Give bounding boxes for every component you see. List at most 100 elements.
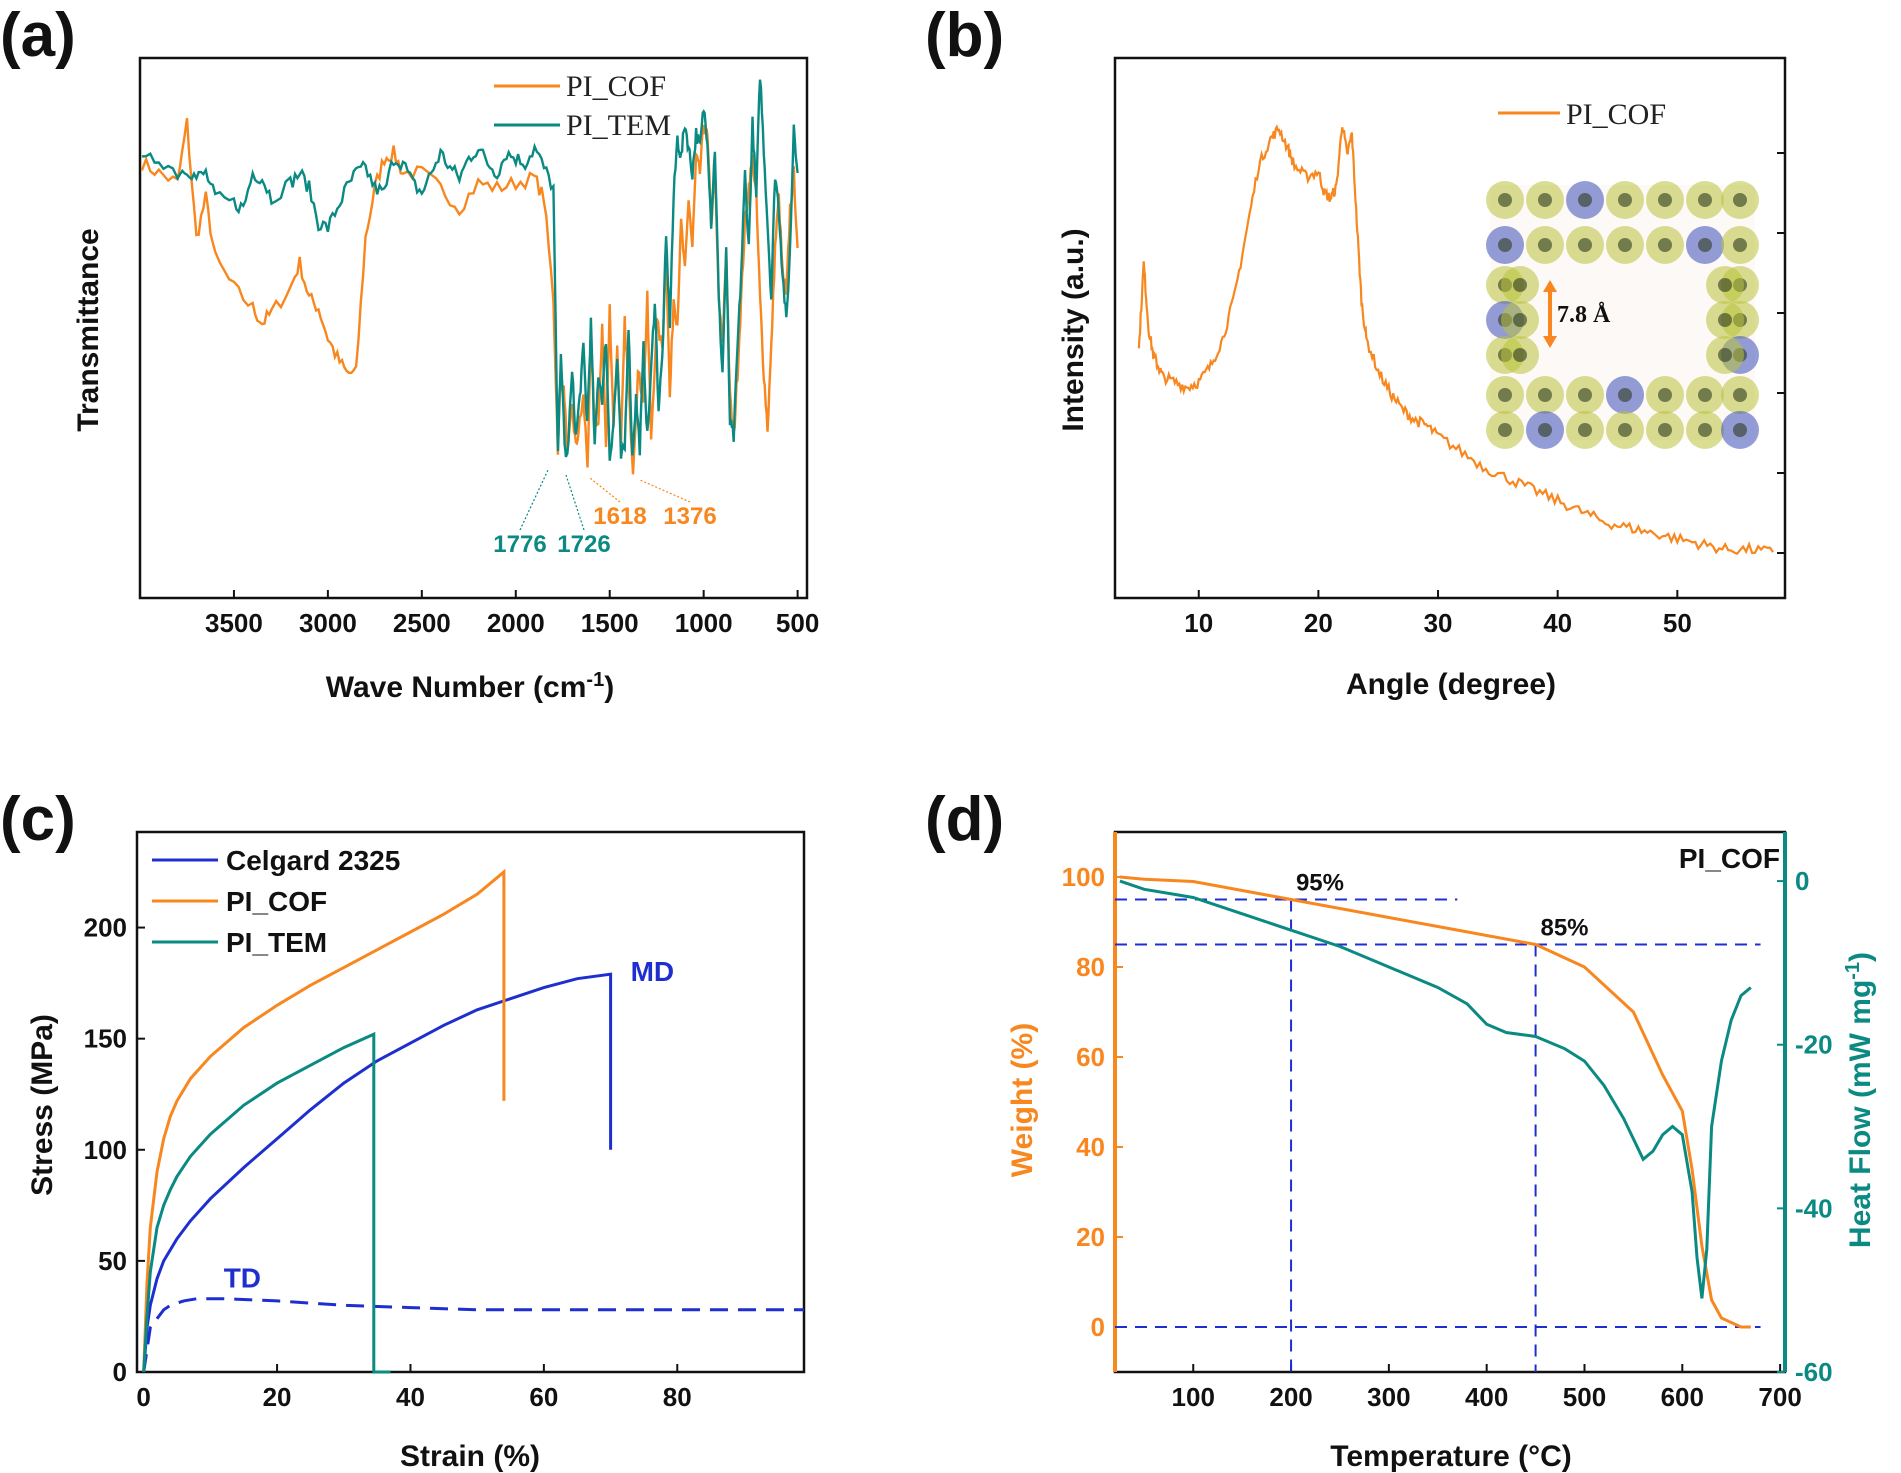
panel-d-left-y-tick-label: 60: [1076, 1042, 1105, 1072]
legend-label-pi-cof: PI_COF: [566, 70, 666, 103]
panel-label-c: (c): [0, 785, 76, 854]
framework-atom: [1578, 388, 1592, 402]
annotation-leader-1376: [639, 479, 691, 503]
panel-b-x-tick-label: 20: [1304, 608, 1333, 638]
panel-d-right-y-tick-label: -40: [1795, 1193, 1833, 1223]
arrow-head-up: [1543, 280, 1557, 292]
framework-atom: [1618, 423, 1632, 437]
panel-a-x-tick-label: 500: [776, 608, 819, 638]
series-line-celgard-2325: [142, 972, 613, 1373]
cof-pore-framework-image: [1486, 181, 1759, 449]
panel-c-x-tick-label: 0: [136, 1382, 150, 1412]
panel-c-y-tick-label: 150: [84, 1024, 127, 1054]
framework-atom: [1618, 388, 1632, 402]
framework-atom: [1733, 388, 1747, 402]
arrow-head-down: [1543, 336, 1557, 348]
panel-c-legend: Celgard 2325 PI_COF PI_TEM: [152, 845, 400, 958]
panel-a-x-tick-label: 1500: [581, 608, 639, 638]
panel-d-x-tick-label: 100: [1172, 1382, 1215, 1412]
panel-d-right-y-tick-label: 0: [1795, 866, 1809, 896]
annotation-leader-1618: [589, 477, 621, 503]
panel-c-x-tick-label: 40: [396, 1382, 425, 1412]
panel-c-y-tick-label: 200: [84, 913, 127, 943]
series-line-pi-cof: [140, 118, 799, 475]
framework-atom: [1658, 238, 1672, 252]
panel-b-x-tick-label: 10: [1184, 608, 1213, 638]
framework-atom: [1618, 193, 1632, 207]
panel-d-tga: 100 200 300 400 500 600 700 0 20 40 60 80 100 0 -20 -40…: [1006, 830, 1877, 1473]
framework-atom: [1658, 388, 1672, 402]
framework-atom: [1538, 193, 1552, 207]
framework-atom: [1718, 348, 1732, 362]
panel-b-x-tick-label: 30: [1424, 608, 1453, 638]
annotation-1776: 1776: [493, 531, 546, 558]
panel-d-x-tick-label: 500: [1563, 1382, 1606, 1412]
panel-a-y-axis-title: Transmittance: [72, 228, 105, 431]
framework-atom: [1513, 313, 1527, 327]
series-line-pi-cof: [142, 868, 506, 1373]
panel-c-x-tick-label: 80: [663, 1382, 692, 1412]
panel-d-x-tick-label: 200: [1269, 1382, 1312, 1412]
panel-c-annotations: MD TD: [224, 956, 674, 1294]
panel-a-legend: PI_COF PI_TEM: [494, 70, 671, 142]
legend-label-pi-tem: PI_TEM: [566, 109, 671, 142]
annotation-1618: 1618: [593, 503, 646, 530]
panel-b-y-axis-title: Intensity (a.u.): [1057, 228, 1090, 431]
panel-b-x-tick-label: 50: [1663, 608, 1692, 638]
framework-atom: [1658, 193, 1672, 207]
panel-b-x-axis-title: Angle (degree): [1346, 668, 1556, 701]
framework-atom: [1698, 193, 1712, 207]
panel-a-series: [140, 79, 799, 475]
framework-atom: [1498, 388, 1512, 402]
panel-c-x-tick-label: 60: [529, 1382, 558, 1412]
panel-d-x-tick-label: 400: [1465, 1382, 1508, 1412]
framework-atom: [1513, 278, 1527, 292]
annotation-1726: 1726: [557, 531, 610, 558]
framework-atom: [1698, 238, 1712, 252]
panel-d-series: [1119, 875, 1752, 1329]
annotation-85-percent: 85%: [1540, 915, 1588, 942]
cof-structure-inset: 7.8 Å: [1486, 181, 1759, 449]
panel-b-right-ticks: [1777, 152, 1785, 554]
series-line-weight: [1119, 875, 1751, 1329]
series-line-pi-cof-xrd: [1137, 124, 1774, 556]
panel-a-plot-area: [138, 56, 809, 600]
panel-d-ticks: 100 200 300 400 500 600 700 0 20 40 60 80 100 0 -20 -40…: [1062, 862, 1833, 1412]
panel-d-x-axis-title: Temperature (°C): [1330, 1440, 1571, 1473]
legend-label-pi-tem-c: PI_TEM: [226, 927, 327, 958]
panel-d-x-tick-label: 300: [1367, 1382, 1410, 1412]
panel-d-plot-area: [1113, 830, 1787, 1374]
panel-a-x-tick-label: 1000: [675, 608, 733, 638]
panel-a-x-tick-label: 2000: [487, 608, 545, 638]
panel-a-ftir: 3500 3000 2500 2000 1500 1000 500 1776 17261618…: [72, 56, 819, 704]
framework-atom: [1498, 193, 1512, 207]
panel-c-ticks: 0 20 40 60 80 0 50 100 150 200: [84, 913, 692, 1412]
series-line-heat-flow: [1119, 879, 1752, 1299]
panel-d-right-y-tick-label: -20: [1795, 1030, 1833, 1060]
panel-d-annotations: 95% 85%: [1296, 870, 1589, 942]
annotation-md: MD: [631, 956, 675, 987]
panel-d-left-y-tick-label: 80: [1076, 952, 1105, 982]
panel-c-plot-area: [135, 830, 806, 1374]
panel-d-x-tick-label: 600: [1661, 1382, 1704, 1412]
panel-d-left-y-tick-label: 40: [1076, 1132, 1105, 1162]
panel-d-left-y-axis-title: Weight (%): [1006, 1023, 1039, 1177]
framework-atom: [1578, 238, 1592, 252]
annotation-95-percent: 95%: [1296, 870, 1344, 897]
series-line-pi-tem: [142, 1031, 391, 1374]
panel-c-y-axis-title: Stress (MPa): [26, 1014, 59, 1196]
panel-c-y-tick-label: 0: [113, 1357, 127, 1387]
panel-d-right-y-tick-label: -60: [1795, 1357, 1833, 1387]
framework-atom: [1618, 238, 1632, 252]
framework-atom: [1718, 313, 1732, 327]
panel-d-left-y-tick-label: 0: [1091, 1312, 1105, 1342]
panel-label-b: (b): [925, 1, 1004, 70]
panel-d-sample-label: PI_COF: [1679, 843, 1780, 874]
framework-atom: [1578, 193, 1592, 207]
panel-a-x-ticks: 3500 3000 2500 2000 1500 1000 500: [205, 590, 819, 638]
panel-a-x-tick-label: 3500: [205, 608, 263, 638]
panel-d-left-y-tick-label: 100: [1062, 862, 1105, 892]
annotation-td: TD: [224, 1263, 261, 1294]
panel-c-y-tick-label: 50: [98, 1246, 127, 1276]
